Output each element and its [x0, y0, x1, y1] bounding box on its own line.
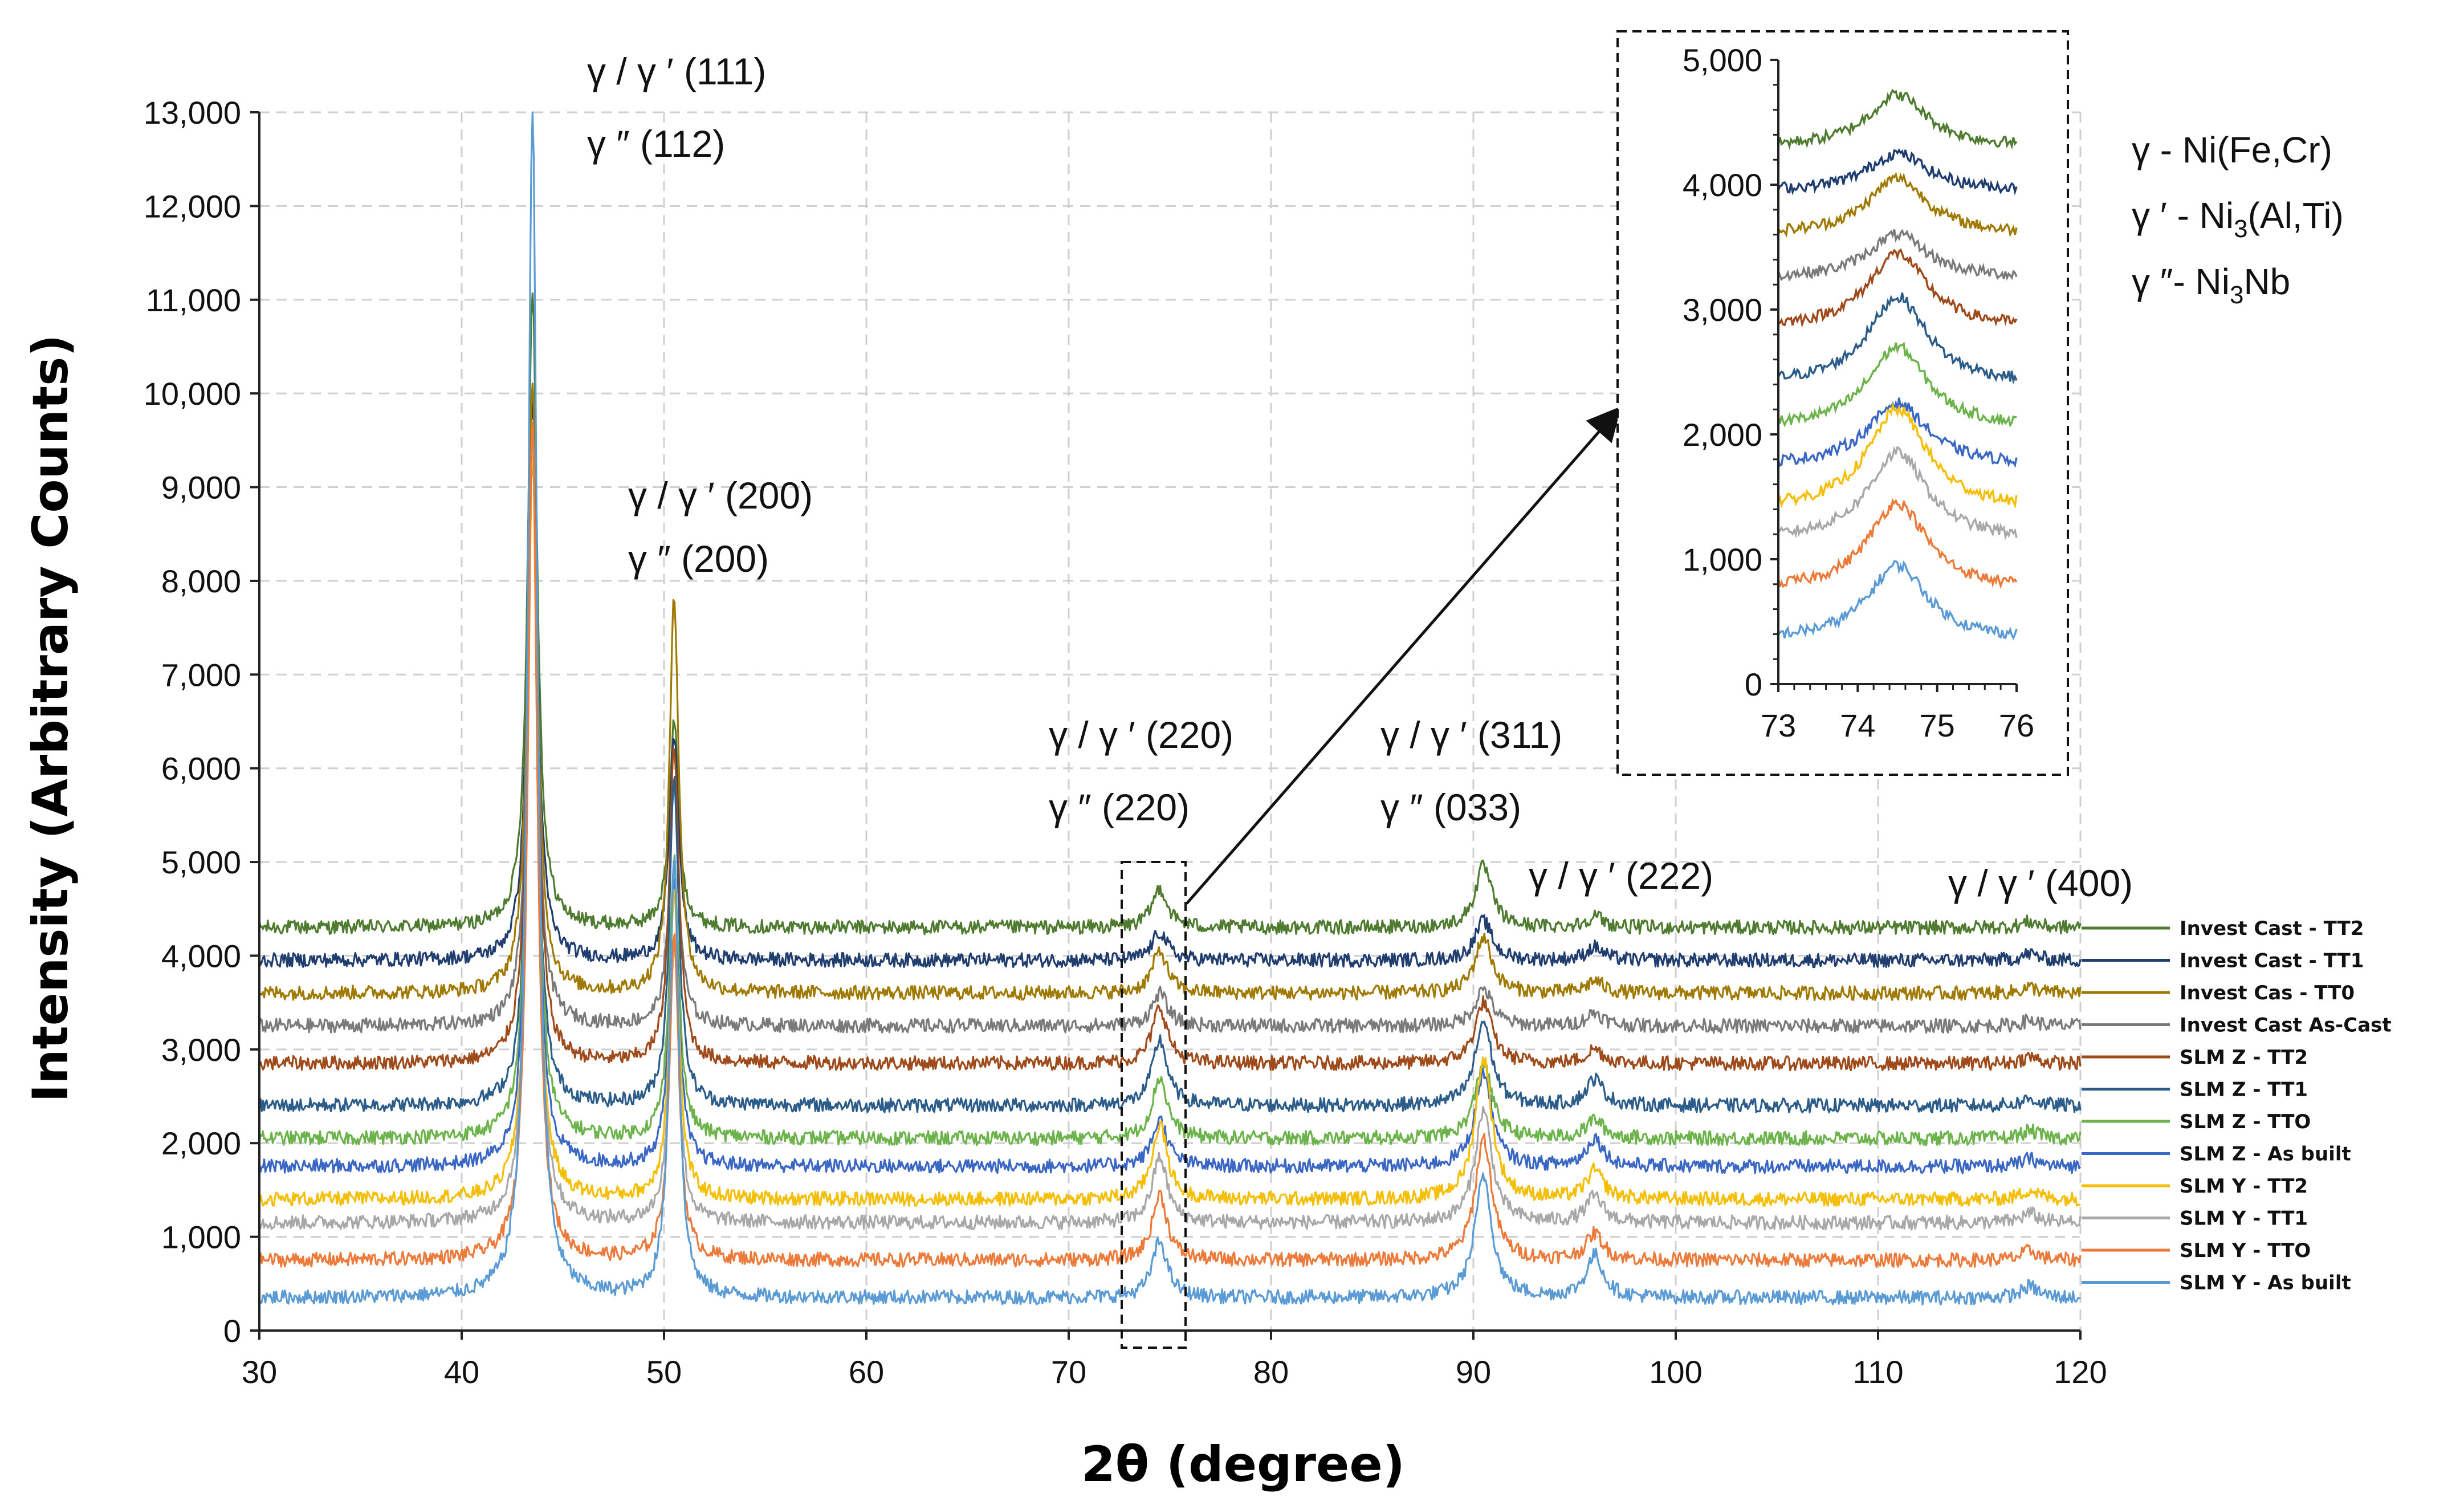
- inset-line-invest-cas-tt0: [1777, 172, 2018, 238]
- legend-label: SLM Y - TTO: [2180, 1239, 2311, 1262]
- inset-axes: [1770, 59, 2018, 692]
- x-tick-label: 40: [444, 1354, 479, 1390]
- inset-line-slm-y-tt2: [1777, 401, 2018, 509]
- inset-line-slm-z-as-built: [1777, 397, 2018, 468]
- phase-gamma: γ - Ni(Fe,Cr): [2132, 129, 2332, 170]
- peak-label-311-line2: γ ″ (033): [1380, 786, 1521, 828]
- legend-label: Invest Cast - TT1: [2180, 950, 2364, 973]
- y-tick-label: 5,000: [161, 844, 241, 880]
- x-tick-label: 110: [1852, 1354, 1903, 1390]
- inset-y-tick-label: 3,000: [1683, 292, 1762, 328]
- inset-tick-labels: 73 74 75 76 0 1,000 2,000 3,000 4,000 5,000: [1683, 42, 2034, 743]
- peak-label-200-line1: γ / γ ′ (200): [628, 474, 813, 516]
- series-line-slm-y-tto: [258, 422, 2082, 1268]
- inset-y-tick-label: 1,000: [1683, 542, 1762, 577]
- legend-label: SLM Z - TT1: [2180, 1079, 2308, 1101]
- phase-gamma-prime: γ ′ - Ni3(Al,Ti): [2132, 195, 2344, 243]
- peak-label-222: γ / γ ′ (222): [1529, 855, 1713, 897]
- legend-label: Invest Cast - TT2: [2180, 917, 2364, 940]
- y-tick-label: 1,000: [161, 1219, 241, 1255]
- series-line-invest-cast-tt2: [258, 292, 2082, 935]
- inset-x-tick-label: 74: [1840, 707, 1875, 743]
- y-tick-label: 11,000: [146, 282, 241, 318]
- zoom-region-box: [1121, 861, 1187, 1349]
- peak-label-200-line2: γ ″ (200): [628, 538, 769, 580]
- series-legend: Invest Cast - TT2 Invest Cast - TT1 Invest…: [2082, 917, 2392, 1295]
- inset-y-tick-label: 0: [1745, 666, 1762, 702]
- series-line-slm-y-tt1: [258, 420, 2082, 1231]
- y-tick-label: 10,000: [144, 376, 241, 412]
- series-line-slm-y-tt2: [258, 444, 2081, 1207]
- peak-annotations: γ / γ ′ (111) γ ″ (112) γ / γ ′ (200) γ …: [587, 50, 2133, 904]
- series-line-invest-cast-tt1: [258, 393, 2082, 969]
- series-line-invest-cas-tt0: [258, 383, 2082, 1001]
- y-tick-label: 13,000: [144, 95, 241, 131]
- inset-line-invest-cast-tt1: [1777, 148, 2018, 196]
- inset-line-slm-z-tt2: [1778, 248, 2018, 328]
- legend-label: SLM Y - TT2: [2180, 1175, 2308, 1198]
- main-series-group: [258, 111, 2082, 1305]
- x-tick-label: 30: [242, 1354, 277, 1390]
- inset-x-tick-label: 73: [1761, 707, 1796, 743]
- legend-label: SLM Z - As built: [2180, 1143, 2351, 1166]
- y-tick-label: 8,000: [161, 563, 241, 599]
- inset-line-slm-y-as-built: [1777, 560, 2018, 640]
- inset-line-slm-y-tt1: [1777, 446, 2018, 541]
- phase-legend: γ - Ni(Fe,Cr) γ ′ - Ni3(Al,Ti) γ ″- Ni3N…: [2132, 129, 2344, 309]
- x-tick-label: 120: [2054, 1354, 2107, 1390]
- peak-label-220-line2: γ ″ (220): [1049, 786, 1190, 828]
- series-line-slm-z-tt1: [258, 442, 2082, 1113]
- main-axes: [250, 111, 2082, 1340]
- y-tick-label: 9,000: [161, 470, 241, 506]
- y-tick-label: 7,000: [161, 657, 241, 693]
- series-line-invest-cast-as-cast: [258, 447, 2082, 1034]
- y-tick-label: 3,000: [161, 1032, 241, 1068]
- legend-label: SLM Y - As built: [2180, 1272, 2351, 1295]
- legend-label: SLM Z - TTO: [2180, 1111, 2311, 1133]
- legend-label: Invest Cas - TT0: [2180, 982, 2355, 1004]
- inset-x-tick-label: 75: [1920, 707, 1955, 743]
- y-tick-label: 0: [223, 1313, 241, 1349]
- x-axis-title: 2θ (degree): [1081, 1436, 1405, 1493]
- inset-x-tick-label: 76: [1999, 707, 2034, 743]
- x-tick-label: 100: [1649, 1354, 1702, 1390]
- peak-label-111-line2: γ ″ (112): [587, 123, 725, 165]
- series-line-slm-z-as-built: [258, 436, 2082, 1174]
- y-axis-title: Intensity (Arbitrary Counts): [22, 334, 79, 1102]
- inset-line-invest-cast-as-cast: [1777, 229, 2018, 282]
- y-tick-label: 4,000: [161, 938, 241, 974]
- peak-label-400: γ / γ ′ (400): [1948, 862, 2133, 904]
- series-line-slm-z-tt2: [258, 429, 2082, 1072]
- phase-gamma-double-prime: γ ″- Ni3Nb: [2132, 261, 2290, 309]
- inset-line-slm-z-tt1: [1777, 292, 2018, 385]
- y-tick-label: 12,000: [144, 188, 241, 224]
- x-tick-label: 80: [1253, 1354, 1289, 1390]
- peak-label-220-line1: γ / γ ′ (220): [1049, 714, 1233, 756]
- series-line-slm-y-as-built: [258, 111, 2081, 1305]
- inset-y-tick-label: 4,000: [1683, 167, 1762, 203]
- legend-label: SLM Z - TT2: [2180, 1046, 2308, 1069]
- y-tick-label: 6,000: [161, 751, 241, 787]
- inset-line-slm-y-tto: [1777, 498, 2018, 589]
- x-tick-label: 60: [849, 1354, 884, 1390]
- inset-line-slm-z-tto: [1777, 341, 2017, 428]
- x-tick-label: 90: [1456, 1354, 1491, 1390]
- x-tick-label: 70: [1051, 1354, 1086, 1390]
- y-tick-label: 2,000: [161, 1125, 241, 1161]
- inset-y-tick-label: 2,000: [1683, 417, 1762, 453]
- main-tick-labels: 30 40 50 60 70 80 90 100 110 120 0 1,000 2,000 3,000 4…: [144, 95, 2107, 1390]
- legend-label: SLM Y - TT1: [2180, 1207, 2308, 1230]
- inset-series-group: [1777, 88, 2018, 640]
- x-tick-label: 50: [646, 1354, 682, 1390]
- peak-label-111-line1: γ / γ ′ (111): [587, 50, 766, 92]
- zoom-arrow: [1186, 406, 1622, 905]
- legend-label: Invest Cast As-Cast: [2180, 1014, 2392, 1037]
- series-line-slm-z-tto: [258, 432, 2082, 1146]
- peak-label-311-line1: γ / γ ′ (311): [1380, 714, 1562, 756]
- inset-y-tick-label: 5,000: [1683, 42, 1762, 78]
- inset-line-invest-cast-tt2: [1777, 88, 2018, 150]
